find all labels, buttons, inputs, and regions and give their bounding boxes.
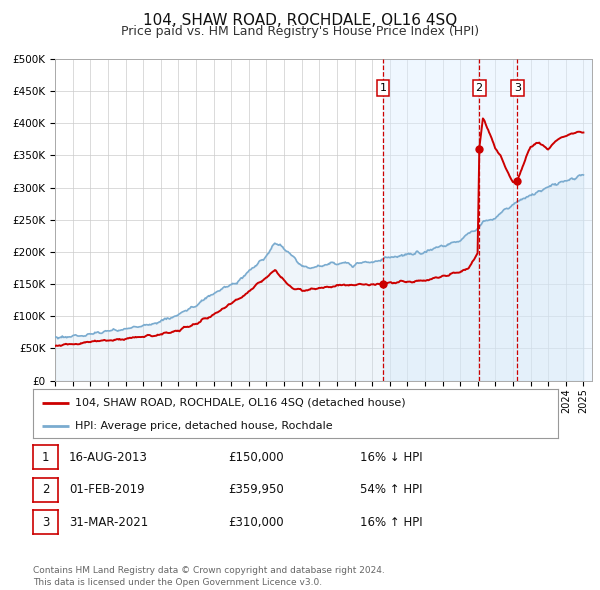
Text: 31-MAR-2021: 31-MAR-2021 xyxy=(69,516,148,529)
Text: 16-AUG-2013: 16-AUG-2013 xyxy=(69,451,148,464)
Text: 16% ↓ HPI: 16% ↓ HPI xyxy=(360,451,422,464)
Text: Price paid vs. HM Land Registry's House Price Index (HPI): Price paid vs. HM Land Registry's House … xyxy=(121,25,479,38)
Text: HPI: Average price, detached house, Rochdale: HPI: Average price, detached house, Roch… xyxy=(75,421,332,431)
Text: 1: 1 xyxy=(380,83,386,93)
Text: 54% ↑ HPI: 54% ↑ HPI xyxy=(360,483,422,496)
Text: 16% ↑ HPI: 16% ↑ HPI xyxy=(360,516,422,529)
Text: 1: 1 xyxy=(42,451,49,464)
Text: 104, SHAW ROAD, ROCHDALE, OL16 4SQ: 104, SHAW ROAD, ROCHDALE, OL16 4SQ xyxy=(143,13,457,28)
Text: 104, SHAW ROAD, ROCHDALE, OL16 4SQ (detached house): 104, SHAW ROAD, ROCHDALE, OL16 4SQ (deta… xyxy=(75,398,406,408)
Text: 3: 3 xyxy=(42,516,49,529)
Text: 3: 3 xyxy=(514,83,521,93)
Text: 2: 2 xyxy=(476,83,483,93)
Text: Contains HM Land Registry data © Crown copyright and database right 2024.
This d: Contains HM Land Registry data © Crown c… xyxy=(33,566,385,587)
Text: 01-FEB-2019: 01-FEB-2019 xyxy=(69,483,145,496)
Text: £310,000: £310,000 xyxy=(228,516,284,529)
Text: £359,950: £359,950 xyxy=(228,483,284,496)
Bar xyxy=(383,59,592,381)
Text: £150,000: £150,000 xyxy=(228,451,284,464)
Text: 2: 2 xyxy=(42,483,49,496)
